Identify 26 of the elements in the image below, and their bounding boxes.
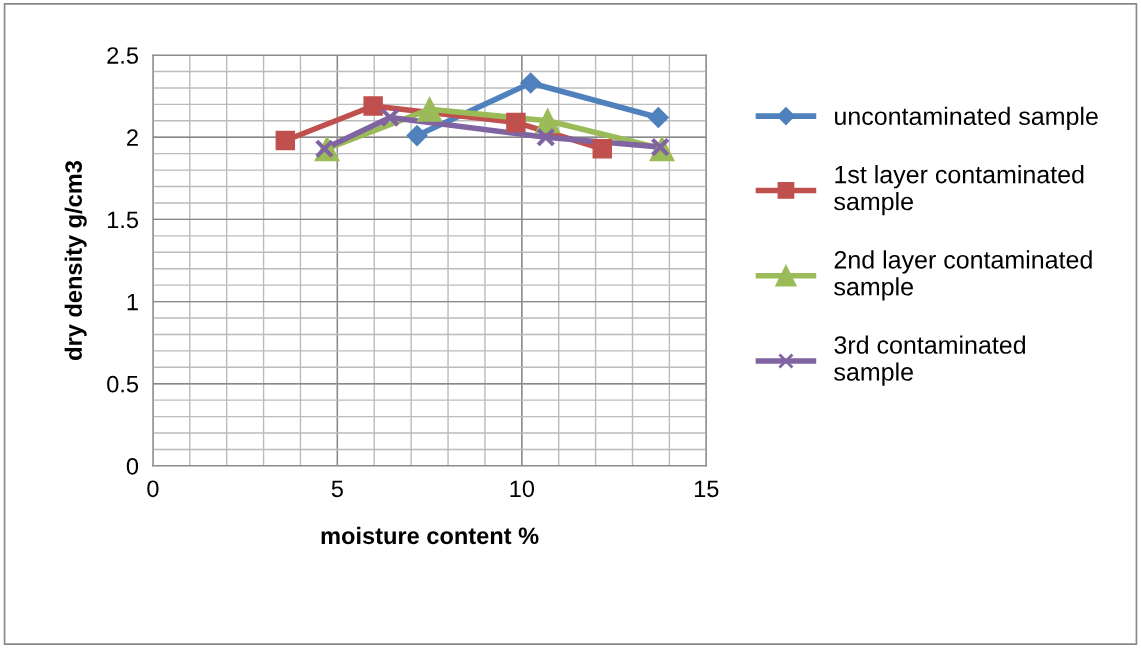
x-tick-label: 5 (331, 480, 343, 498)
y-tick-label: 1.5 (107, 211, 139, 229)
point (406, 125, 428, 147)
legend-label: 1st layer contaminated sample (834, 165, 1084, 216)
legend-label: uncontaminated sample (835, 106, 1098, 131)
point (506, 112, 526, 133)
point (647, 107, 669, 129)
point (363, 96, 383, 116)
legend-label: 3rd contaminated sample (834, 335, 1026, 386)
x-tick-label: 0 (147, 480, 159, 498)
y-tick-label: 1 (127, 293, 138, 311)
x-tick-label: 15 (694, 480, 719, 498)
point (592, 139, 612, 159)
point (536, 127, 556, 147)
legend-label: 2nd layer contaminated sample (834, 250, 1092, 301)
x-tick-label: 10 (510, 480, 535, 498)
y-tick-label: 2.5 (107, 47, 139, 64)
y-tick-label: 0 (126, 457, 139, 475)
y-tick-label: 2 (127, 129, 138, 146)
y-tick-label: 0.5 (107, 375, 139, 393)
point (417, 96, 443, 122)
point (520, 72, 542, 94)
y-axis-title: dry density g/cm3 (64, 160, 87, 360)
point (275, 130, 296, 151)
point (380, 107, 400, 128)
x-axis-title: moisture content % (321, 526, 539, 545)
